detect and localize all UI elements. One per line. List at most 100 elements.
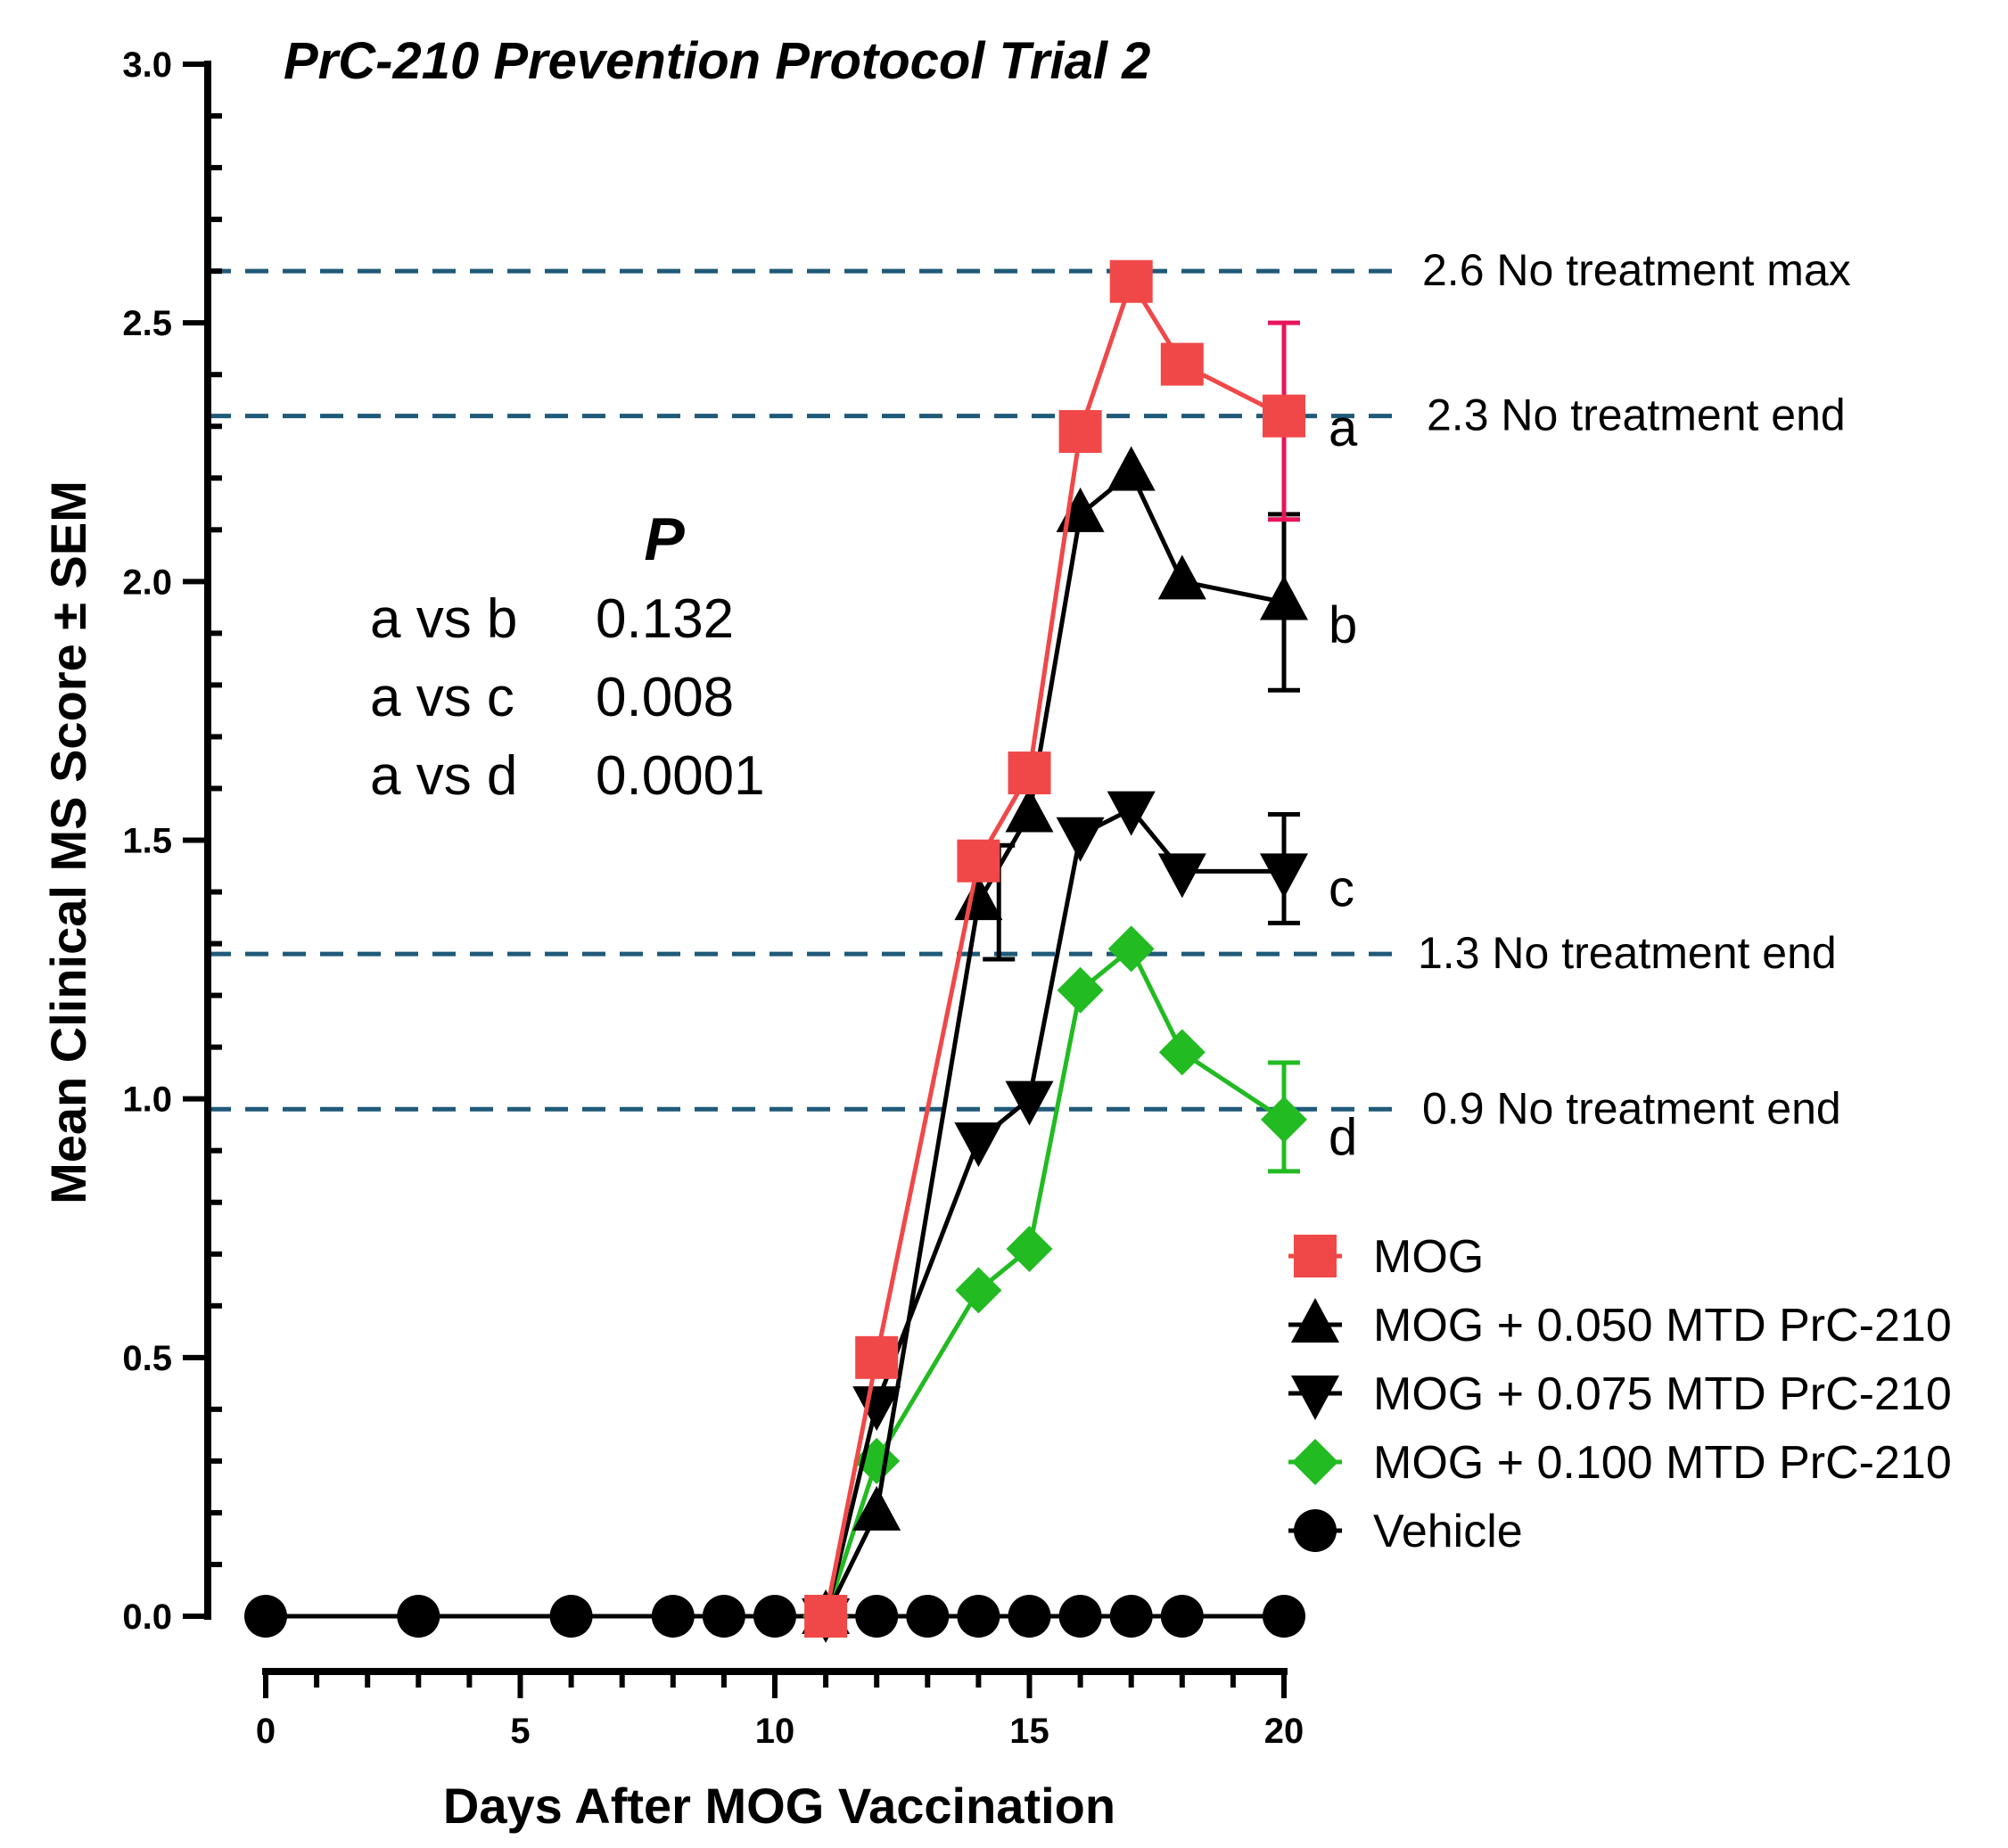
series-line bbox=[823, 807, 1284, 1617]
p-value-title: P bbox=[644, 505, 685, 573]
data-point bbox=[1261, 1096, 1307, 1143]
y-tick-label: 1.5 bbox=[122, 822, 172, 861]
y-tick-label: 0.0 bbox=[122, 1597, 172, 1637]
data-point bbox=[1107, 446, 1156, 491]
data-point bbox=[954, 1122, 1003, 1168]
legend-item: Vehicle bbox=[1288, 1506, 1523, 1557]
p-value-comparison: a vs c bbox=[370, 667, 514, 728]
series-mog-0-100-mtd-prc-210 bbox=[802, 925, 1307, 1639]
data-point bbox=[1158, 1029, 1206, 1076]
data-point bbox=[1057, 966, 1104, 1014]
series-end-label: d bbox=[1329, 1108, 1357, 1166]
data-point bbox=[1056, 487, 1105, 532]
y-tick-label: 1.0 bbox=[122, 1080, 172, 1120]
legend-label: Vehicle bbox=[1373, 1506, 1523, 1557]
data-point bbox=[1157, 853, 1206, 899]
x-tick-label: 10 bbox=[755, 1712, 795, 1751]
series-end-label: c bbox=[1329, 860, 1354, 918]
y-axis: 0.0 0.5 1.0 1.5 2.0 2.5 3.0 bbox=[122, 45, 222, 1637]
data-point bbox=[1109, 259, 1153, 303]
y-tick-label: 2.5 bbox=[122, 304, 172, 343]
legend-label: MOG + 0.075 MTD PrC-210 bbox=[1373, 1368, 1952, 1420]
p-value-comparison: a vs d bbox=[370, 745, 517, 807]
legend-label: MOG + 0.100 MTD PrC-210 bbox=[1373, 1437, 1952, 1489]
data-point bbox=[1005, 787, 1054, 833]
data-point bbox=[397, 1595, 440, 1638]
y-axis-title: Mean Clinical MS Score ± SEM bbox=[40, 480, 96, 1204]
chart-title: PrC-210 Prevention Protocol Trial 2 bbox=[284, 32, 1150, 90]
data-point bbox=[957, 1595, 1000, 1638]
reference-line-label: 2.3 No treatment end bbox=[1427, 390, 1846, 440]
series-end-label: a bbox=[1329, 399, 1358, 457]
series-line bbox=[823, 946, 1286, 1617]
data-point bbox=[855, 1335, 899, 1379]
legend-item: MOG bbox=[1288, 1231, 1484, 1283]
p-value-comparison: a vs b bbox=[370, 588, 517, 650]
series-vehicle bbox=[244, 1595, 1305, 1638]
data-point bbox=[1260, 853, 1308, 899]
data-point bbox=[1160, 1595, 1204, 1638]
data-point bbox=[1008, 752, 1051, 795]
y-tick-label: 2.0 bbox=[122, 563, 172, 602]
legend-label: MOG bbox=[1373, 1231, 1484, 1283]
series-end-label: b bbox=[1329, 596, 1357, 654]
legend-label: MOG + 0.050 MTD PrC-210 bbox=[1373, 1300, 1952, 1351]
data-point bbox=[651, 1595, 695, 1638]
data-point bbox=[955, 1267, 1002, 1314]
data-point bbox=[1107, 791, 1156, 836]
data-point bbox=[1058, 1595, 1102, 1638]
reference-lines: 2.6 No treatment max 2.3 No treatment end… bbox=[208, 245, 1851, 1133]
y-tick-label: 3.0 bbox=[122, 45, 172, 85]
series-mog-0-050-mtd-prc-210 bbox=[802, 446, 1308, 1634]
reference-line-label: 0.9 No treatment end bbox=[1422, 1083, 1841, 1133]
legend-marker bbox=[1291, 1376, 1339, 1420]
x-axis-title: Days After MOG Vaccination bbox=[443, 1778, 1115, 1834]
data-point bbox=[1160, 342, 1204, 386]
data-point bbox=[1263, 1595, 1305, 1638]
legend-marker bbox=[1294, 1235, 1337, 1277]
data-point bbox=[855, 1595, 899, 1638]
data-point bbox=[1263, 394, 1305, 438]
data-point bbox=[1107, 925, 1155, 973]
x-axis: 0 5 10 15 20 bbox=[256, 1668, 1304, 1751]
p-value: 0.008 bbox=[596, 667, 734, 728]
legend: MOG MOG + 0.050 MTD PrC-210 MOG + 0.075 MT… bbox=[1288, 1231, 1952, 1557]
series-line bbox=[823, 470, 1285, 1618]
data-point bbox=[1006, 1225, 1053, 1272]
p-value: 0.0001 bbox=[596, 745, 765, 807]
data-point bbox=[1109, 1595, 1153, 1638]
legend-item: MOG + 0.100 MTD PrC-210 bbox=[1288, 1437, 1952, 1489]
data-point bbox=[244, 1595, 287, 1638]
legend-item: MOG + 0.050 MTD PrC-210 bbox=[1288, 1298, 1952, 1351]
p-value: 0.132 bbox=[596, 588, 734, 650]
p-value-block: Pa vs b 0.132 a vs c 0.008 a vs d 0.0001 bbox=[370, 505, 765, 807]
data-point bbox=[957, 839, 1000, 883]
series-layer: a b c d bbox=[244, 259, 1358, 1643]
reference-line-label: 2.6 No treatment max bbox=[1422, 245, 1851, 295]
x-tick-label: 0 bbox=[256, 1712, 276, 1751]
x-tick-label: 20 bbox=[1264, 1712, 1304, 1751]
y-tick-label: 0.5 bbox=[122, 1339, 172, 1378]
data-point bbox=[702, 1595, 745, 1638]
series-mog bbox=[804, 259, 1305, 1638]
legend-marker bbox=[1291, 1298, 1339, 1343]
data-point bbox=[852, 1485, 901, 1531]
legend-marker bbox=[1294, 1509, 1337, 1552]
legend-item: MOG + 0.075 MTD PrC-210 bbox=[1288, 1368, 1952, 1420]
data-point bbox=[906, 1595, 950, 1638]
data-point bbox=[1058, 410, 1102, 454]
data-point bbox=[1008, 1595, 1051, 1638]
data-point bbox=[1260, 575, 1308, 620]
data-point bbox=[1157, 554, 1206, 600]
x-tick-label: 5 bbox=[510, 1712, 530, 1751]
x-tick-label: 15 bbox=[1009, 1712, 1049, 1751]
data-point bbox=[804, 1595, 848, 1638]
legend-marker bbox=[1292, 1439, 1338, 1485]
data-point bbox=[753, 1595, 796, 1638]
series-end-labels: a b c d bbox=[1329, 399, 1358, 1166]
data-point bbox=[549, 1595, 593, 1638]
data-point bbox=[852, 1386, 901, 1432]
data-point bbox=[1056, 817, 1105, 862]
data-point bbox=[1005, 1080, 1054, 1126]
